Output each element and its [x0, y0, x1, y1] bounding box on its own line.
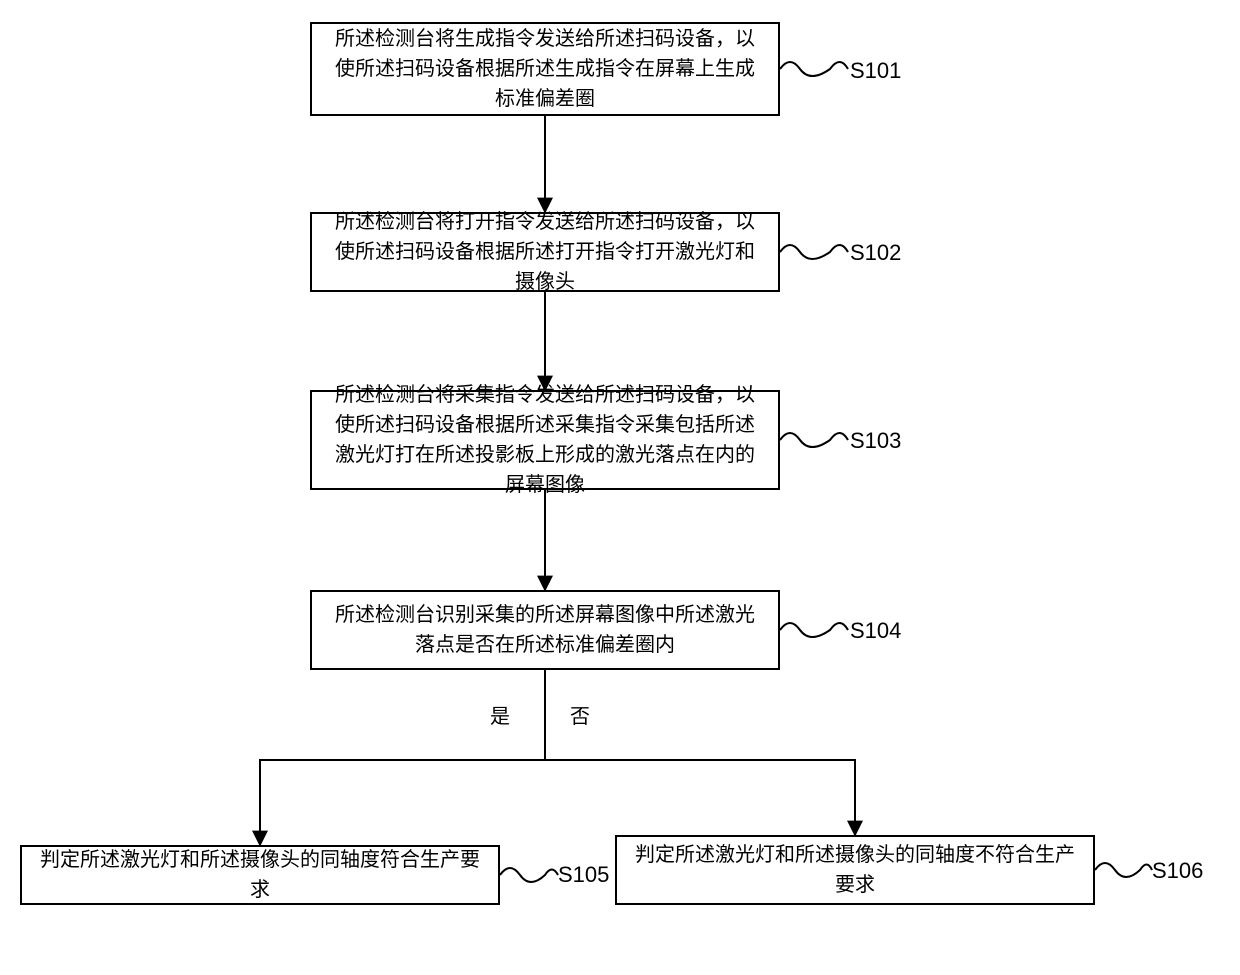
step-label-s101: S101 — [850, 58, 901, 84]
step-label-s106: S106 — [1152, 858, 1203, 884]
flow-node-s102: 所述检测台将打开指令发送给所述扫码设备，以使所述扫码设备根据所述打开指令打开激光… — [310, 212, 780, 292]
branch-yes-label: 是 — [490, 700, 510, 729]
flow-node-s103: 所述检测台将采集指令发送给所述扫码设备，以使所述扫码设备根据所述采集指令采集包括… — [310, 390, 780, 490]
branch-no-label: 否 — [570, 700, 590, 729]
step-label-s102: S102 — [850, 240, 901, 266]
flow-node-s105: 判定所述激光灯和所述摄像头的同轴度符合生产要求 — [20, 845, 500, 905]
step-label-s104: S104 — [850, 618, 901, 644]
flow-node-s104: 所述检测台识别采集的所述屏幕图像中所述激光落点是否在所述标准偏差圈内 — [310, 590, 780, 670]
step-label-s103: S103 — [850, 428, 901, 454]
flow-node-s101: 所述检测台将生成指令发送给所述扫码设备，以使所述扫码设备根据所述生成指令在屏幕上… — [310, 22, 780, 116]
flow-node-s106: 判定所述激光灯和所述摄像头的同轴度不符合生产要求 — [615, 835, 1095, 905]
step-label-s105: S105 — [558, 862, 609, 888]
